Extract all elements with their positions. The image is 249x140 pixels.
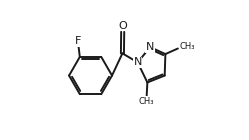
Text: N: N [146,42,154,52]
Text: CH₃: CH₃ [138,97,154,106]
Text: O: O [118,21,127,31]
Text: CH₃: CH₃ [180,42,195,51]
Text: N: N [133,57,142,67]
Text: F: F [75,36,82,46]
